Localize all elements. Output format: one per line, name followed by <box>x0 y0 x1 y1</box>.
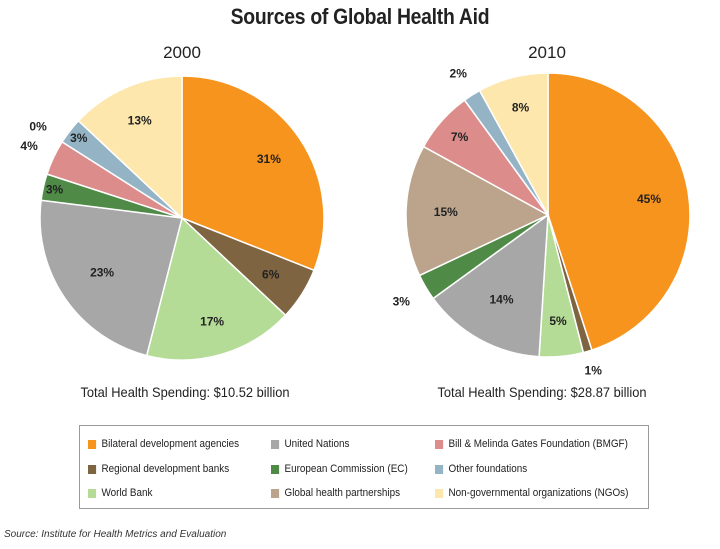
pie-slice <box>547 72 691 351</box>
legend-label: Regional development banks <box>101 463 230 475</box>
slice-label: 6% <box>262 267 280 281</box>
slice-label: 7% <box>451 130 469 144</box>
legend-item: Bilateral development agencies <box>88 438 239 450</box>
legend-swatch <box>435 488 444 498</box>
chart-title: Sources of Global Health Aid <box>230 4 490 29</box>
legend-label: European Commission (EC) <box>284 463 408 475</box>
legend-item: Other foundations <box>435 463 527 475</box>
slice-label: 8% <box>512 101 530 115</box>
pie-slice <box>181 75 325 272</box>
slice-label: 1% <box>585 364 603 378</box>
legend-swatch <box>271 488 280 498</box>
legend-item: Bill & Melinda Gates Foundation (BMGF) <box>435 438 628 450</box>
pie-2010-total: Total Health Spending: $28.87 billion <box>437 384 647 400</box>
slice-label: 14% <box>489 293 513 307</box>
slice-label: 3% <box>393 295 411 309</box>
legend-swatch <box>271 439 280 449</box>
legend-item: United Nations <box>271 438 349 450</box>
legend-swatch <box>271 464 280 474</box>
legend-label: United Nations <box>284 438 350 450</box>
pie-2000: 31% 6% 17% 23% 3% 4% 0% 3% 13% <box>20 75 325 361</box>
legend-label: Non-governmental organizations (NGOs) <box>448 487 629 499</box>
slice-label: 17% <box>200 315 224 329</box>
legend-swatch <box>435 439 444 449</box>
pie-slice <box>145 216 287 361</box>
pie-2010: 45% 1% 5% 14% 3% 15% 7% 2% 8% <box>393 67 691 378</box>
legend-item: World Bank <box>88 487 152 499</box>
legend-swatch <box>88 439 97 449</box>
pie-slice <box>77 75 183 220</box>
legend-item: Non-governmental organizations (NGOs) <box>435 487 628 499</box>
slice-label: 31% <box>257 152 281 166</box>
pie-slice <box>432 213 549 358</box>
pie-slice <box>478 72 549 216</box>
legend-swatch <box>88 488 97 498</box>
slice-label: 45% <box>637 192 661 206</box>
pie-2010-title: 2010 <box>528 43 566 62</box>
legend-label: Bill & Melinda Gates Foundation (BMGF) <box>448 438 628 450</box>
slice-label: 13% <box>128 113 152 127</box>
slice-label: 0% <box>29 120 47 134</box>
slice-label: 2% <box>450 67 468 81</box>
legend-item: Regional development banks <box>88 463 229 475</box>
slice-label: 3% <box>70 131 88 145</box>
slice-label: 5% <box>549 314 567 328</box>
pie-slice <box>39 199 183 357</box>
legend: Bilateral development agencies Regional … <box>79 425 649 509</box>
legend-item: European Commission (EC) <box>271 463 408 475</box>
legend-label: World Bank <box>101 487 153 499</box>
legend-label: Other foundations <box>448 463 528 475</box>
slice-label: 15% <box>434 205 458 219</box>
pie-slice <box>405 145 550 277</box>
slice-label: 3% <box>46 183 64 197</box>
legend-swatch <box>435 464 444 474</box>
legend-label: Bilateral development agencies <box>101 438 240 450</box>
slice-label: 23% <box>90 265 114 279</box>
legend-label: Global health partnerships <box>284 487 401 499</box>
legend-swatch <box>88 464 97 474</box>
legend-item: Global health partnerships <box>271 487 400 499</box>
source-note: Source: Institute for Health Metrics and… <box>4 529 227 540</box>
slice-label: 4% <box>20 139 38 153</box>
pie-2000-total: Total Health Spending: $10.52 billion <box>80 384 290 400</box>
pie-2000-title: 2000 <box>163 43 201 62</box>
